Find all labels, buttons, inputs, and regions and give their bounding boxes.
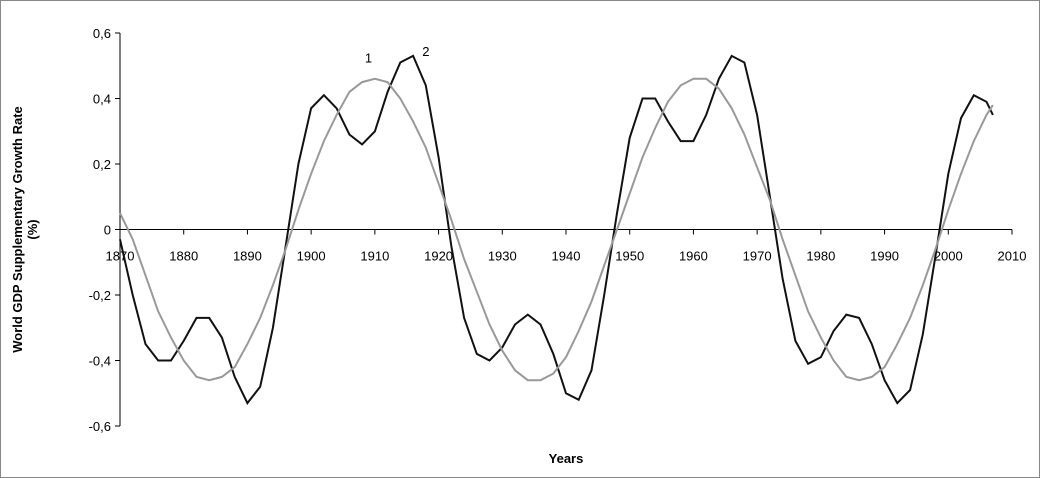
y-tick-label: 0,2 [93,157,111,172]
y-axis-title: World GDP Supplementary Growth Rate [10,106,25,353]
x-tick-label: 1950 [615,249,644,264]
y-tick-label: -0,4 [89,354,111,369]
series-line [119,77,994,382]
x-tick-label: 2010 [998,249,1027,264]
x-tick-label: 1870 [106,249,135,264]
x-tick-label: 1900 [297,249,326,264]
y-axis-title: (%) [25,219,40,239]
annotation: 1 [365,50,372,65]
x-tick-label: 1990 [870,249,899,264]
y-tick-label: 0,4 [93,92,111,107]
series-line [119,54,994,405]
y-tick-label: 0 [104,223,111,238]
x-tick-label: 2000 [934,249,963,264]
x-axis-title: Years [549,451,584,466]
y-tick-label: -0,2 [89,288,111,303]
y-tick-label: -0,6 [89,419,111,434]
x-tick-label: 1980 [806,249,835,264]
x-tick-label: 1890 [233,249,262,264]
y-tick-label: 0,6 [93,26,111,41]
x-tick-label: 1960 [679,249,708,264]
annotation: 2 [422,44,429,59]
x-tick-label: 1880 [169,249,198,264]
x-tick-label: 1920 [424,249,453,264]
x-tick-label: 1970 [743,249,772,264]
x-tick-label: 1940 [552,249,581,264]
x-tick-label: 1910 [360,249,389,264]
x-tick-label: 1930 [488,249,517,264]
